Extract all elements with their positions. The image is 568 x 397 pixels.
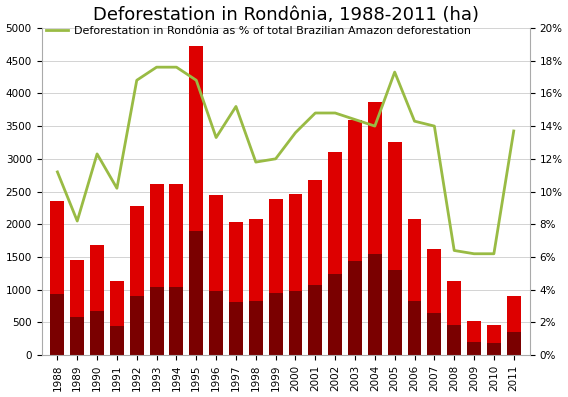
Bar — [149, 184, 164, 287]
Bar — [269, 199, 283, 293]
Bar — [467, 321, 481, 355]
Bar — [249, 219, 263, 355]
Bar — [348, 119, 362, 261]
Bar — [70, 260, 84, 317]
Bar — [308, 180, 322, 355]
Bar — [130, 206, 144, 355]
Title: Deforestation in Rondônia, 1988-2011 (ha): Deforestation in Rondônia, 1988-2011 (ha… — [93, 6, 479, 23]
Bar — [487, 325, 501, 343]
Bar — [368, 102, 382, 254]
Bar — [269, 199, 283, 355]
Bar — [368, 102, 382, 355]
Bar — [289, 193, 302, 355]
Bar — [348, 119, 362, 355]
Bar — [209, 195, 223, 291]
Bar — [51, 201, 64, 355]
Bar — [189, 46, 203, 355]
Legend: Deforestation in Rondônia as % of total Brazilian Amazon deforestation: Deforestation in Rondônia as % of total … — [41, 21, 475, 40]
Bar — [308, 180, 322, 285]
Bar — [229, 222, 243, 302]
Bar — [229, 222, 243, 355]
Bar — [428, 249, 441, 312]
Bar — [90, 245, 104, 355]
Bar — [328, 152, 342, 355]
Bar — [467, 321, 481, 341]
Bar — [169, 184, 183, 287]
Bar — [487, 325, 501, 355]
Bar — [408, 219, 421, 355]
Bar — [130, 206, 144, 295]
Bar — [149, 184, 164, 355]
Bar — [169, 184, 183, 355]
Bar — [110, 281, 124, 326]
Bar — [408, 219, 421, 301]
Bar — [428, 249, 441, 355]
Bar — [249, 219, 263, 301]
Bar — [447, 281, 461, 326]
Bar — [90, 245, 104, 311]
Bar — [328, 152, 342, 274]
Bar — [110, 281, 124, 355]
Bar — [289, 193, 302, 291]
Bar — [388, 143, 402, 270]
Bar — [70, 260, 84, 355]
Bar — [189, 46, 203, 231]
Bar — [209, 195, 223, 355]
Bar — [447, 281, 461, 355]
Bar — [51, 201, 64, 294]
Bar — [388, 143, 402, 355]
Bar — [507, 296, 521, 331]
Bar — [507, 296, 521, 355]
